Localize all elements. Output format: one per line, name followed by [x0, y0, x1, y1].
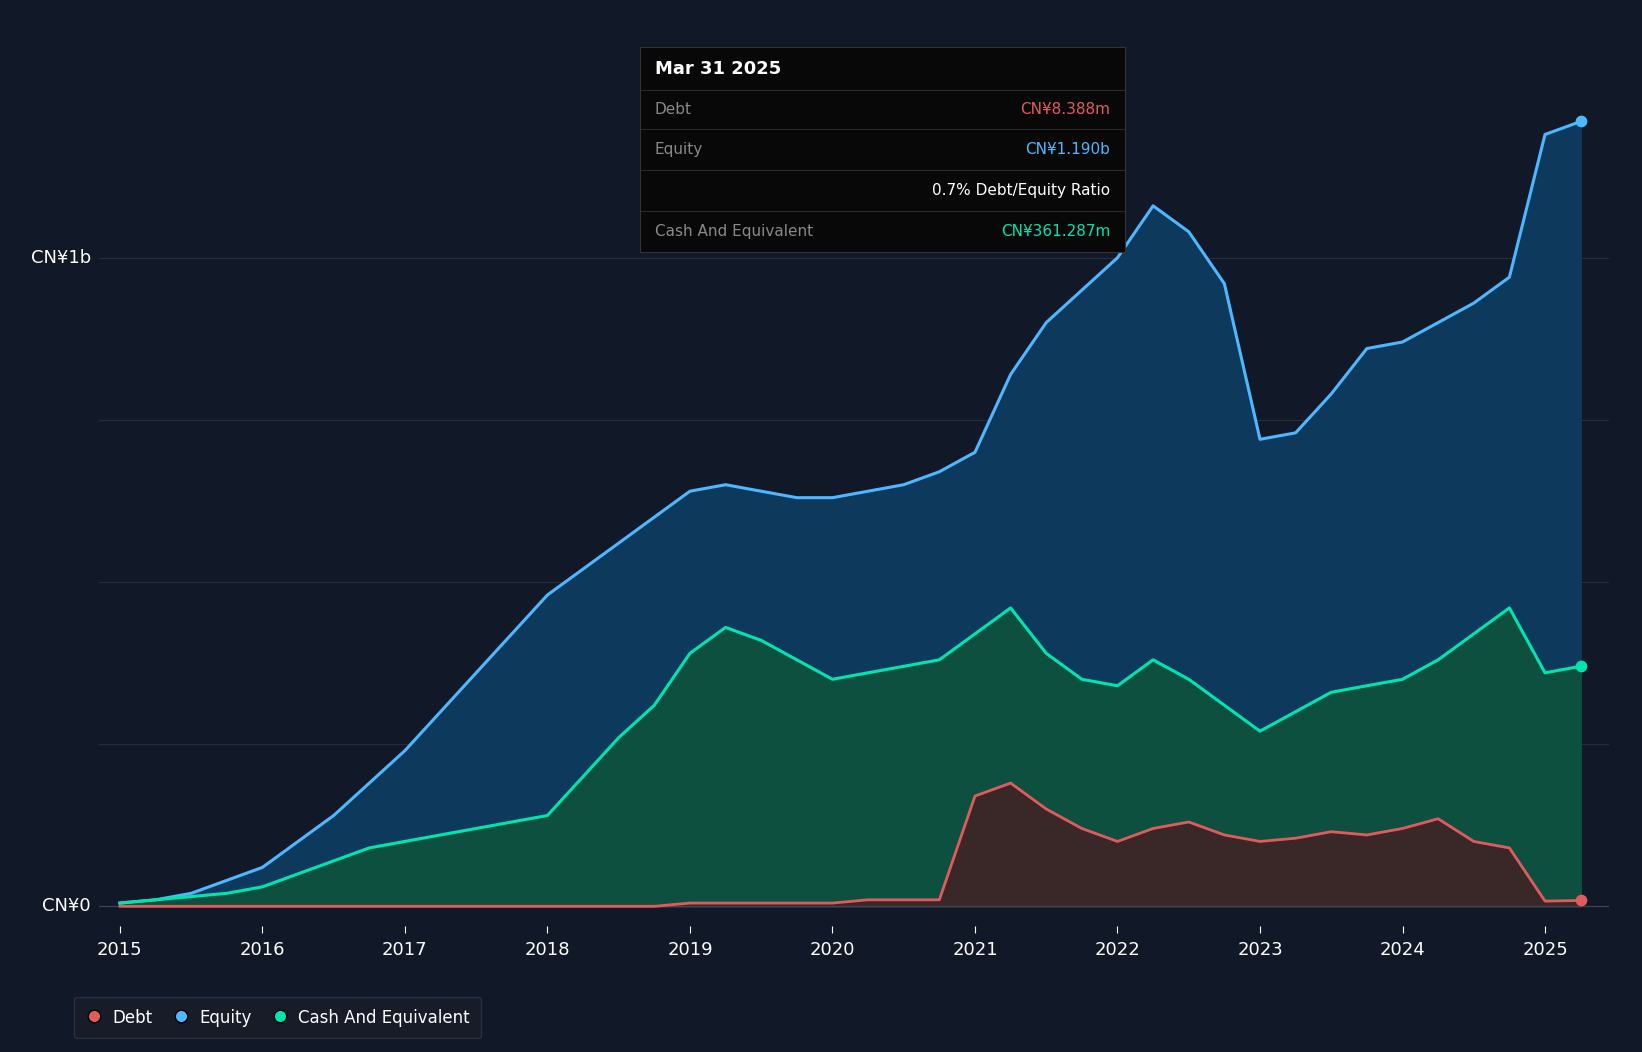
Text: Equity: Equity	[655, 142, 703, 158]
Point	[1568, 113, 1594, 129]
Text: 0.7% Debt/Equity Ratio: 0.7% Debt/Equity Ratio	[933, 183, 1110, 199]
Text: Debt: Debt	[655, 102, 691, 118]
Point	[1568, 892, 1594, 909]
Text: CN¥8.388m: CN¥8.388m	[1020, 102, 1110, 118]
Text: CN¥1b: CN¥1b	[31, 248, 90, 267]
Text: CN¥1.190b: CN¥1.190b	[1025, 142, 1110, 158]
Legend: Debt, Equity, Cash And Equivalent: Debt, Equity, Cash And Equivalent	[74, 997, 481, 1038]
Text: CN¥0: CN¥0	[43, 897, 90, 915]
Point	[1568, 658, 1594, 674]
Text: Mar 31 2025: Mar 31 2025	[655, 60, 782, 78]
Text: CN¥361.287m: CN¥361.287m	[1002, 224, 1110, 240]
Text: Cash And Equivalent: Cash And Equivalent	[655, 224, 813, 240]
